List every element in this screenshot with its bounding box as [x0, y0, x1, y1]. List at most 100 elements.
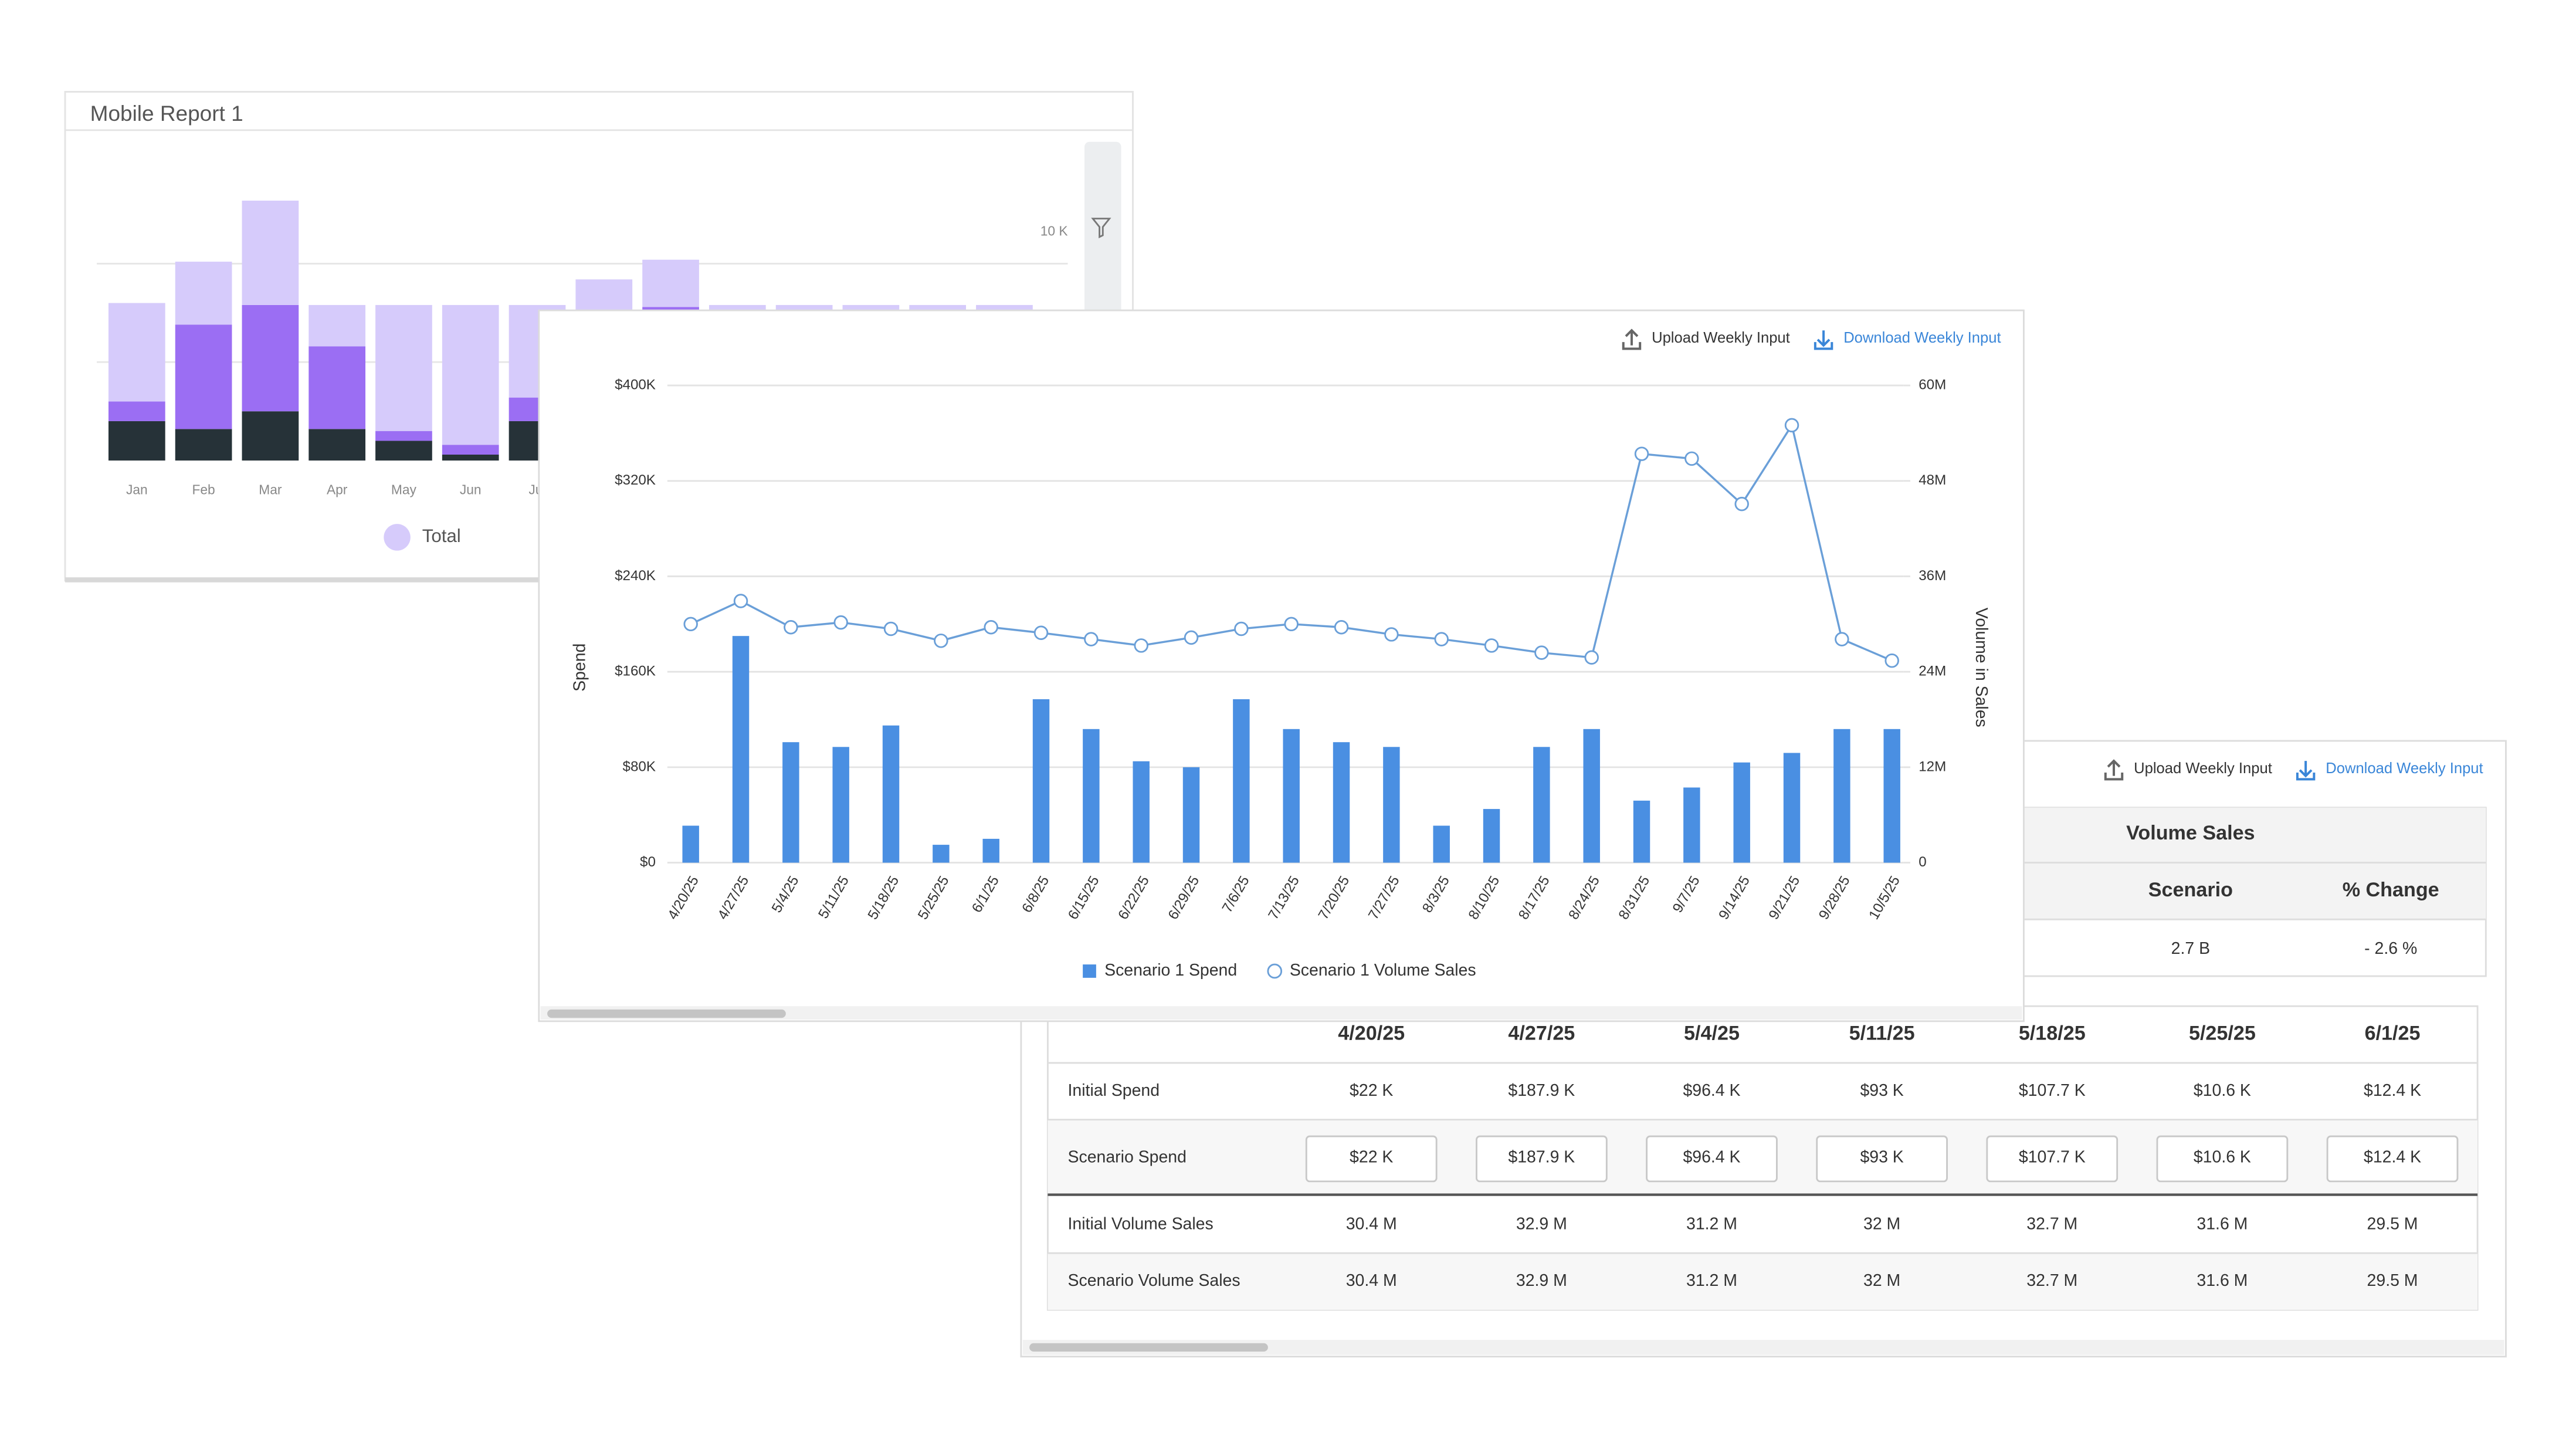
- column-header: 5/18/25: [2019, 1022, 2086, 1045]
- column-header: 5/11/25: [1849, 1022, 1915, 1045]
- y-tick-label: $240K: [615, 568, 656, 584]
- cell: 29.5 M: [2367, 1214, 2418, 1233]
- line-point: [1634, 446, 1649, 461]
- line-point: [1334, 620, 1349, 635]
- input-box[interactable]: [2156, 1135, 2289, 1183]
- line-point: [1584, 650, 1599, 665]
- line-point: [934, 634, 948, 648]
- line-point: [1835, 632, 1849, 646]
- bar-segment: [442, 304, 499, 445]
- input-value[interactable]: $12.4 K: [2364, 1148, 2421, 1167]
- bar-segment: [375, 441, 432, 461]
- cell: $93 K: [1860, 1081, 1903, 1100]
- line-point: [984, 620, 998, 635]
- line-point: [1033, 625, 1049, 640]
- cell: 32 M: [1863, 1214, 1900, 1233]
- bar: [1083, 729, 1100, 863]
- main-chart-panel: Upload Weekly Input Download Weekly Input…: [538, 309, 2025, 1022]
- y-tick-label: $80K: [623, 758, 656, 774]
- download-button[interactable]: Download Weekly Input: [1843, 330, 2001, 346]
- column-header: 5/25/25: [2189, 1022, 2256, 1045]
- bar-segment: [242, 304, 299, 412]
- bar: [1233, 699, 1250, 863]
- line-point: [1434, 632, 1449, 646]
- x-tick-label: May: [391, 482, 417, 497]
- line-point: [1384, 627, 1399, 642]
- input-box[interactable]: [2326, 1135, 2459, 1183]
- input-value[interactable]: $187.9 K: [1508, 1148, 1575, 1167]
- line-point: [733, 594, 748, 608]
- line-point: [1684, 451, 1699, 466]
- y2-axis-title: Volume in Sales: [1972, 608, 1991, 727]
- y-tick-label: 10 K: [1040, 223, 1068, 238]
- input-value[interactable]: $22 K: [1350, 1148, 1393, 1167]
- row-label: Scenario Spend: [1068, 1148, 1187, 1167]
- y2-tick-label: 0: [1919, 854, 1926, 870]
- bar-segment: [442, 455, 499, 461]
- download-icon: [1814, 330, 1833, 350]
- cell: 32.7 M: [2026, 1271, 2077, 1290]
- bar-segment: [375, 304, 432, 431]
- bar-segment: [108, 303, 165, 402]
- line-point: [883, 621, 899, 636]
- cell: $187.9 K: [1508, 1081, 1575, 1100]
- y-tick-label: $0: [640, 854, 656, 870]
- input-box[interactable]: [1305, 1135, 1438, 1183]
- input-value[interactable]: $10.6 K: [2194, 1148, 2251, 1167]
- cell: 31.6 M: [2197, 1271, 2248, 1290]
- x-tick-label: Mar: [259, 482, 282, 497]
- cell: 30.4 M: [1346, 1271, 1397, 1290]
- cell: 32.9 M: [1516, 1214, 1567, 1233]
- line-point: [1084, 632, 1099, 646]
- bar: [682, 825, 699, 863]
- filter-icon[interactable]: [1091, 218, 1111, 239]
- upload-button[interactable]: Upload Weekly Input: [2134, 760, 2272, 777]
- chart-title: Mobile Report 1: [90, 101, 243, 126]
- upload-button[interactable]: Upload Weekly Input: [1652, 330, 1790, 346]
- scrollbar-thumb[interactable]: [547, 1009, 786, 1018]
- input-value[interactable]: $107.7 K: [2019, 1148, 2086, 1167]
- bar: [1883, 729, 1900, 863]
- download-button[interactable]: Download Weekly Input: [2326, 760, 2483, 777]
- bar: [1182, 767, 1200, 863]
- line-point: [1734, 496, 1749, 512]
- bar-segment: [309, 429, 366, 461]
- scrollbar-thumb[interactable]: [1029, 1343, 1268, 1352]
- y2-tick-label: 48M: [1919, 472, 1946, 488]
- bar-segment: [175, 324, 232, 429]
- input-box[interactable]: [1816, 1135, 1948, 1183]
- line-point: [683, 617, 698, 632]
- bar-segment: [442, 445, 499, 455]
- panel-bg: [538, 309, 2025, 1022]
- cell: $10.6 K: [2194, 1081, 2251, 1100]
- bar: [1433, 825, 1450, 863]
- y2-tick-label: 60M: [1919, 377, 1946, 392]
- summary-group: Volume Sales: [2126, 822, 2255, 844]
- summary-column: % Change: [2343, 879, 2439, 901]
- cell: 29.5 M: [2367, 1271, 2418, 1290]
- input-box[interactable]: [1476, 1135, 1608, 1183]
- bar: [732, 636, 750, 863]
- bar-segment: [242, 201, 299, 305]
- summary-value: - 2.6 %: [2364, 939, 2417, 958]
- x-tick-label: Feb: [192, 482, 215, 497]
- line-point: [1184, 630, 1199, 645]
- line-point: [1534, 645, 1549, 660]
- line-point: [784, 620, 798, 635]
- input-value[interactable]: $93 K: [1860, 1148, 1903, 1167]
- bar: [1483, 809, 1500, 863]
- input-value[interactable]: $96.4 K: [1683, 1148, 1740, 1167]
- bar: [1333, 742, 1350, 863]
- bar-segment: [108, 421, 165, 461]
- input-box[interactable]: [1986, 1135, 2119, 1183]
- y-tick-label: $400K: [615, 377, 656, 392]
- x-tick-label: Jun: [460, 482, 482, 497]
- row-label: Initial Volume Sales: [1068, 1214, 1214, 1233]
- cell: 32 M: [1863, 1271, 1900, 1290]
- download-icon: [2296, 761, 2316, 781]
- bar-segment: [108, 401, 165, 421]
- bar: [1283, 729, 1300, 863]
- input-box[interactable]: [1646, 1135, 1778, 1183]
- row-bg: [1048, 1253, 2478, 1310]
